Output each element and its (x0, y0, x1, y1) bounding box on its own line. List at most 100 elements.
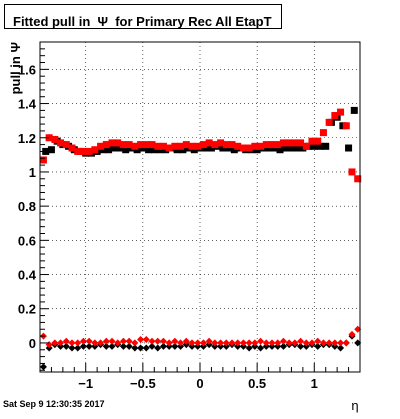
data-point (354, 339, 362, 347)
data-point (51, 339, 59, 347)
data-point (350, 106, 358, 114)
data-point (310, 142, 318, 150)
data-point (137, 141, 145, 149)
data-point (217, 139, 225, 147)
data-point (228, 141, 236, 149)
data-point (279, 337, 287, 345)
data-point (105, 146, 113, 154)
data-point (47, 146, 55, 154)
data-point (279, 139, 287, 147)
data-point (257, 344, 265, 352)
data-point (154, 142, 162, 150)
x-axis-label: η (351, 398, 358, 413)
data-point (297, 337, 305, 345)
data-point (276, 146, 284, 154)
data-point (211, 141, 219, 149)
data-point (159, 142, 167, 150)
data-point (222, 141, 230, 149)
data-point (325, 339, 333, 347)
y-tick-label: 0.2 (18, 302, 36, 317)
data-point (74, 147, 82, 155)
data-point (171, 342, 179, 350)
data-point (45, 134, 53, 142)
data-point (39, 363, 47, 371)
data-point (331, 339, 339, 347)
data-point (262, 339, 270, 347)
data-point (342, 339, 350, 347)
data-point (165, 144, 173, 152)
data-point (171, 142, 179, 150)
data-point (108, 342, 116, 350)
data-point (137, 344, 145, 352)
data-point (228, 339, 236, 347)
data-markers (39, 106, 362, 371)
data-point (342, 122, 350, 130)
data-point (319, 129, 327, 137)
data-point (102, 141, 110, 149)
data-point (291, 339, 299, 347)
data-point (274, 339, 282, 347)
data-point (57, 139, 65, 147)
data-point (268, 339, 276, 347)
data-point (314, 337, 322, 345)
data-point (79, 147, 87, 155)
chart-title: Fitted pull in Ψ for Primary Rec All Eta… (13, 14, 272, 29)
data-point (42, 147, 50, 155)
data-point (119, 141, 127, 149)
data-point (188, 339, 196, 347)
data-point (119, 342, 127, 350)
data-point (285, 139, 293, 147)
data-point (119, 337, 127, 345)
data-point (302, 339, 310, 347)
data-point (234, 142, 242, 150)
data-point (159, 337, 167, 345)
data-point (194, 339, 202, 347)
data-point (257, 337, 265, 345)
data-point (188, 142, 196, 150)
data-point (325, 118, 333, 126)
data-point (74, 339, 82, 347)
data-point (68, 144, 76, 152)
data-point (85, 342, 93, 350)
data-point (251, 142, 259, 150)
data-point (39, 156, 47, 164)
data-point (182, 141, 190, 149)
data-point (234, 339, 242, 347)
data-point (251, 339, 259, 347)
data-point (154, 337, 162, 345)
data-point (177, 142, 185, 150)
data-point (316, 142, 324, 150)
grid-lines (40, 42, 360, 372)
data-point (268, 141, 276, 149)
data-point (57, 339, 65, 347)
data-point (114, 139, 122, 147)
data-point (257, 142, 265, 150)
data-point (68, 339, 76, 347)
data-point (122, 146, 130, 154)
y-tick-label: 0.6 (18, 233, 36, 248)
data-point (177, 339, 185, 347)
data-point (148, 337, 156, 345)
data-point (62, 342, 70, 350)
y-tick-label: 0 (29, 336, 36, 351)
data-point (154, 344, 162, 352)
data-point (91, 146, 99, 154)
data-point (308, 137, 316, 145)
data-point (102, 337, 110, 345)
data-point (331, 112, 339, 120)
data-point (125, 141, 133, 149)
data-point (308, 339, 316, 347)
data-point (348, 330, 356, 338)
data-point (274, 141, 282, 149)
data-point (97, 339, 105, 347)
data-point (142, 344, 150, 352)
data-point (354, 325, 362, 333)
x-tick-label: 0.5 (248, 376, 266, 391)
x-tick-label: 1 (311, 376, 318, 391)
data-point (108, 337, 116, 345)
data-point (137, 336, 145, 344)
data-point (282, 144, 290, 152)
data-point (131, 142, 139, 150)
